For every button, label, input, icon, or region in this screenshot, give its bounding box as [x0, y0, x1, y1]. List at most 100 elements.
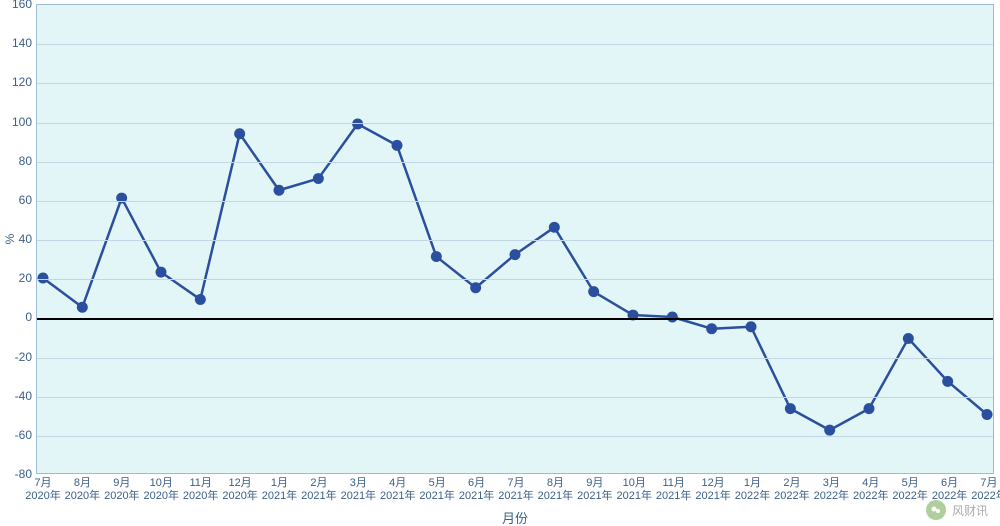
x-tick-month: 5月	[419, 477, 454, 490]
x-tick-month: 9月	[104, 477, 139, 490]
x-tick-label: 9月2021年	[577, 473, 612, 502]
y-tick-label: 0	[25, 310, 32, 324]
x-tick-label: 11月2021年	[656, 473, 691, 502]
series-marker	[982, 409, 993, 420]
x-tick-month: 11月	[656, 477, 691, 490]
x-tick-month: 3月	[814, 477, 849, 490]
x-tick-year: 2021年	[262, 490, 297, 503]
x-tick-year: 2021年	[341, 490, 376, 503]
x-tick-month: 10月	[144, 477, 179, 490]
series-marker	[706, 323, 717, 334]
series-svg	[37, 5, 993, 473]
x-tick-year: 2022年	[774, 490, 809, 503]
x-tick-month: 10月	[617, 477, 652, 490]
y-tick-label: 140	[12, 36, 32, 50]
x-tick-month: 12月	[222, 477, 257, 490]
x-tick-year: 2022年	[735, 490, 770, 503]
series-line	[43, 124, 987, 430]
x-tick-label: 7月2021年	[498, 473, 533, 502]
x-tick-label: 10月2021年	[617, 473, 652, 502]
x-tick-label: 6月2021年	[459, 473, 494, 502]
series-marker	[195, 294, 206, 305]
series-marker	[549, 222, 560, 233]
series-marker	[37, 273, 48, 284]
x-tick-month: 1月	[262, 477, 297, 490]
gridline-y	[37, 240, 993, 241]
series-marker	[903, 333, 914, 344]
x-tick-label: 4月2022年	[853, 473, 888, 502]
gridline-y	[37, 83, 993, 84]
series-marker	[470, 282, 481, 293]
x-tick-month: 6月	[459, 477, 494, 490]
x-tick-label: 1月2021年	[262, 473, 297, 502]
y-tick-label: -40	[15, 389, 32, 403]
x-tick-year: 2021年	[459, 490, 494, 503]
x-tick-month: 4月	[380, 477, 415, 490]
x-tick-year: 2021年	[695, 490, 730, 503]
watermark: 风财讯	[926, 500, 988, 520]
x-tick-month: 4月	[853, 477, 888, 490]
x-tick-year: 2021年	[617, 490, 652, 503]
series-marker	[785, 403, 796, 414]
x-tick-year: 2021年	[419, 490, 454, 503]
x-tick-label: 9月2020年	[104, 473, 139, 502]
x-tick-year: 2021年	[498, 490, 533, 503]
x-tick-year: 2020年	[222, 490, 257, 503]
x-tick-month: 12月	[695, 477, 730, 490]
y-tick-label: -20	[15, 350, 32, 364]
y-tick-label: 20	[19, 271, 32, 285]
x-tick-year: 2020年	[183, 490, 218, 503]
x-tick-month: 8月	[65, 477, 100, 490]
x-tick-year: 2020年	[25, 490, 60, 503]
x-tick-month: 2月	[774, 477, 809, 490]
gridline-y	[37, 123, 993, 124]
x-tick-label: 2月2021年	[301, 473, 336, 502]
plot-area: 7月2020年8月2020年9月2020年10月2020年11月2020年12月…	[36, 4, 994, 474]
x-tick-year: 2021年	[301, 490, 336, 503]
x-tick-label: 12月2021年	[695, 473, 730, 502]
gridline-y	[37, 358, 993, 359]
x-tick-year: 2020年	[104, 490, 139, 503]
x-axis-title: 月份	[502, 508, 528, 526]
x-tick-label: 2月2022年	[774, 473, 809, 502]
series-marker	[942, 376, 953, 387]
x-tick-label: 3月2021年	[341, 473, 376, 502]
x-tick-year: 2021年	[538, 490, 573, 503]
y-tick-label: 40	[19, 232, 32, 246]
x-tick-label: 7月2022年	[971, 473, 1000, 502]
series-marker	[156, 267, 167, 278]
x-tick-month: 7月	[498, 477, 533, 490]
x-tick-month: 6月	[932, 477, 967, 490]
x-tick-month: 11月	[183, 477, 218, 490]
y-tick-label: 100	[12, 115, 32, 129]
x-tick-year: 2021年	[577, 490, 612, 503]
y-tick-label: 80	[19, 154, 32, 168]
series-marker	[313, 173, 324, 184]
gridline-y	[37, 44, 993, 45]
x-tick-month: 2月	[301, 477, 336, 490]
x-tick-label: 8月2020年	[65, 473, 100, 502]
series-marker	[234, 128, 245, 139]
series-marker	[510, 249, 521, 260]
gridline-y	[37, 201, 993, 202]
series-marker	[746, 321, 757, 332]
series-marker	[274, 185, 285, 196]
series-marker	[116, 193, 127, 204]
gridline-y	[37, 436, 993, 437]
y-tick-label: -80	[15, 467, 32, 481]
series-marker	[431, 251, 442, 262]
series-marker	[864, 403, 875, 414]
x-tick-month: 3月	[341, 477, 376, 490]
x-tick-month: 1月	[735, 477, 770, 490]
x-tick-month: 7月	[971, 477, 1000, 490]
wechat-icon	[926, 500, 946, 520]
x-tick-year: 2021年	[656, 490, 691, 503]
y-tick-label: 120	[12, 75, 32, 89]
series-marker	[392, 140, 403, 151]
x-tick-label: 12月2020年	[222, 473, 257, 502]
x-tick-label: 6月2022年	[932, 473, 967, 502]
x-tick-label: 1月2022年	[735, 473, 770, 502]
series-marker	[667, 312, 678, 323]
x-tick-year: 2022年	[853, 490, 888, 503]
series-marker	[352, 118, 363, 129]
